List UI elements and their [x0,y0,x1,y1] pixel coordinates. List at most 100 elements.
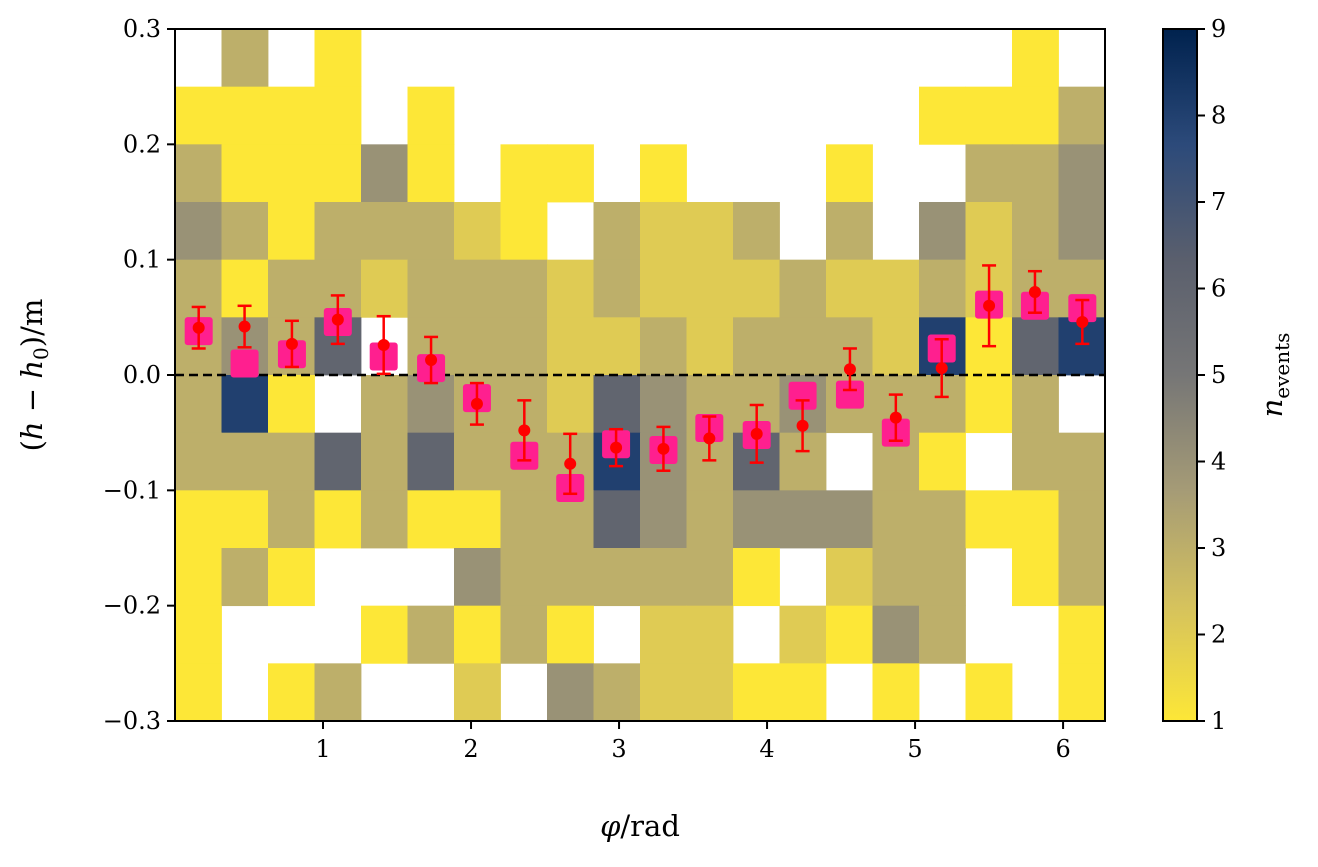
heatmap-cell [361,605,408,664]
x-axis-label: φ/rad [600,809,680,843]
heatmap-cell [547,663,594,722]
heatmap-cell [826,490,873,549]
heatmap-cell [1012,317,1059,376]
heatmap-cell [361,375,408,434]
heatmap-cell [221,144,269,203]
heatmap-cell [175,663,222,722]
colorbar-tick-label: 6 [1211,275,1226,303]
colorbar-tick-label: 2 [1211,621,1226,649]
heatmap-cell [175,548,222,607]
heatmap-cell [175,375,222,434]
heatmap-cell [593,490,641,549]
heatmap-cell [1012,375,1059,434]
heatmap-cell [686,605,734,664]
heatmap-cell [1058,490,1106,549]
mean-point [657,442,670,455]
heatmap-cell [640,605,687,664]
heatmap-cell [221,375,269,434]
heatmap-cell [826,605,873,664]
heatmap-cell [221,29,269,88]
heatmap-cell [919,202,966,261]
heatmap-cell [640,317,687,376]
colorbar-tick-label: 9 [1211,15,1226,43]
x-tick-label: 4 [759,735,774,763]
heatmap-cell [1058,605,1106,664]
x-tick-label: 5 [907,735,922,763]
heatmap-cell [965,490,1013,549]
colorbar-tick-label: 7 [1211,188,1226,216]
heatmap-cell [454,605,501,664]
x-tick-label: 2 [463,735,478,763]
heatmap-cell [733,548,780,607]
heatmap-cell [221,432,269,491]
heatmap-cell [500,144,548,203]
heatmap-cell [547,317,594,376]
heatmap-cell [454,259,501,318]
mean-point [750,427,763,440]
mean-point [564,457,577,470]
mean-point [1076,315,1089,328]
heatmap-cell [361,432,408,491]
y-tick-label: −0.3 [103,707,161,735]
x-axis: 1 2 3 4 5 6 [315,721,1071,763]
mean-point [610,441,623,454]
colorbar-tick-label: 4 [1211,448,1226,476]
heatmap-cell [314,432,362,491]
heatmap-cell [1012,432,1059,491]
heatmap-cell [314,663,362,722]
heatmap-cell [175,490,222,549]
heatmap-cell [500,548,548,607]
heatmap-cell [268,548,315,607]
heatmap-cell [361,202,408,261]
heatmap-cell [268,144,315,203]
heatmap-cell [454,663,501,722]
heatmap-cell [314,144,362,203]
y-tick-label: 0.2 [123,130,161,158]
heatmap-cell [407,490,455,549]
heatmap-cell [779,490,827,549]
heatmap-cell [826,144,873,203]
heatmap-cell [640,490,687,549]
heatmap-cell [221,548,269,607]
heatmap-cell [268,202,315,261]
colorbar-tick-label: 5 [1211,361,1226,389]
heatmap-cell [733,490,780,549]
heatmap-cell [779,317,827,376]
y-axis-label: (h − h0)/m [15,299,53,452]
heatmap-cell [919,548,966,607]
heatmap-cell [221,490,269,549]
mean-point [843,363,856,376]
heatmap-cell [779,259,827,318]
heatmap-cell [407,259,455,318]
heatmap-cell [779,605,827,664]
heatmap-cell [1058,86,1106,145]
heatmap-cell [500,317,548,376]
mean-point [935,362,948,375]
heatmap-cell [872,605,920,664]
heatmap-cells [175,29,1106,722]
heatmap-cell [500,202,548,261]
heatmap-cell [640,375,687,434]
heatmap-cell [919,490,966,549]
heatmap-cell [640,144,687,203]
square-marker [230,349,259,378]
colorbar-tick-label: 8 [1211,102,1226,130]
heatmap-cell [268,490,315,549]
colorbar [1162,28,1198,722]
heatmap-cell [547,259,594,318]
heatmap-cell [872,317,920,376]
colorbar-tick-label: 3 [1211,534,1226,562]
heatmap-cell [314,490,362,549]
heatmap-cell [872,490,920,549]
heatmap-cell [175,605,222,664]
heatmap-cell [314,29,362,88]
y-axis: −0.3 −0.2 −0.1 0.0 0.1 0.2 0.3 [103,15,175,735]
heatmap-cell [779,663,827,722]
heatmap-cell [268,663,315,722]
heatmap-cell [361,259,408,318]
heatmap-cell [686,202,734,261]
heatmap-cell [593,663,641,722]
mean-point [889,411,902,424]
heatmap-cell [919,259,966,318]
